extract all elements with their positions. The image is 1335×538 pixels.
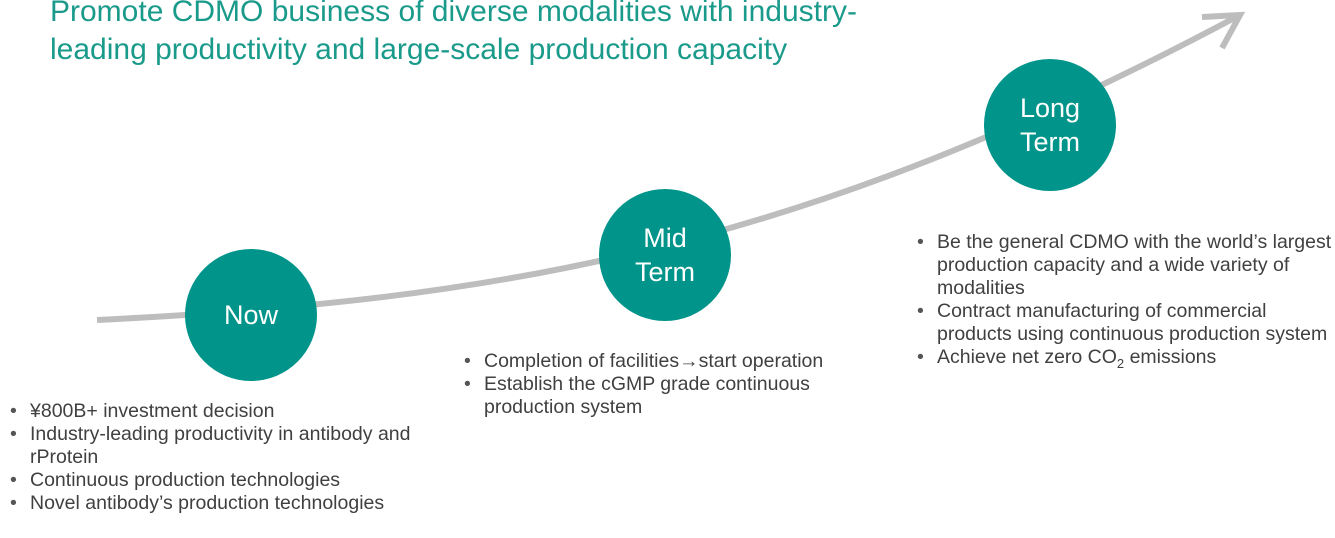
text: Achieve net zero CO (937, 346, 1117, 368)
stage-label: Now (223, 300, 278, 330)
subscript: 2 (1116, 355, 1125, 371)
bullet-list: ¥800B+ investment decisionIndustry-leadi… (8, 400, 448, 515)
bullet-list: Be the general CDMO with the world’s lar… (915, 231, 1333, 371)
stage-label: Term (1020, 127, 1080, 157)
stage-circle: Long Term (984, 59, 1116, 191)
bullet-item: Completion of facilities→start operation (462, 350, 887, 373)
text: emissions (1124, 346, 1217, 368)
bullet-list: Completion of facilities→start operation… (462, 350, 887, 419)
bullet-item: Continuous production technologies (8, 469, 448, 492)
bullet-item: Achieve net zero CO2 emissions (915, 346, 1333, 371)
bullet-item: Establish the cGMP grade continuous prod… (462, 373, 887, 419)
bullet-item: Contract manufacturing of commercial pro… (915, 300, 1333, 346)
stage-label: Mid (643, 223, 687, 253)
bullet-item: Industry-leading productivity in antibod… (8, 423, 448, 469)
stage-label: Term (635, 257, 695, 287)
title-line: leading productivity and large-scale pro… (50, 33, 788, 66)
arrowhead (1201, 11, 1246, 50)
stage-circle: Now (185, 249, 317, 381)
stage-circle: Mid Term (599, 189, 731, 321)
title-line: Promote CDMO business of diverse modalit… (50, 0, 857, 28)
bullet-item: Novel antibody’s production technologies (8, 492, 448, 515)
title: Promote CDMO business of diverse modalit… (50, 0, 857, 69)
bullet-item: Be the general CDMO with the world’s lar… (915, 231, 1333, 300)
bullet-item: ¥800B+ investment decision (8, 400, 448, 423)
stage-label: Long (1019, 93, 1081, 123)
